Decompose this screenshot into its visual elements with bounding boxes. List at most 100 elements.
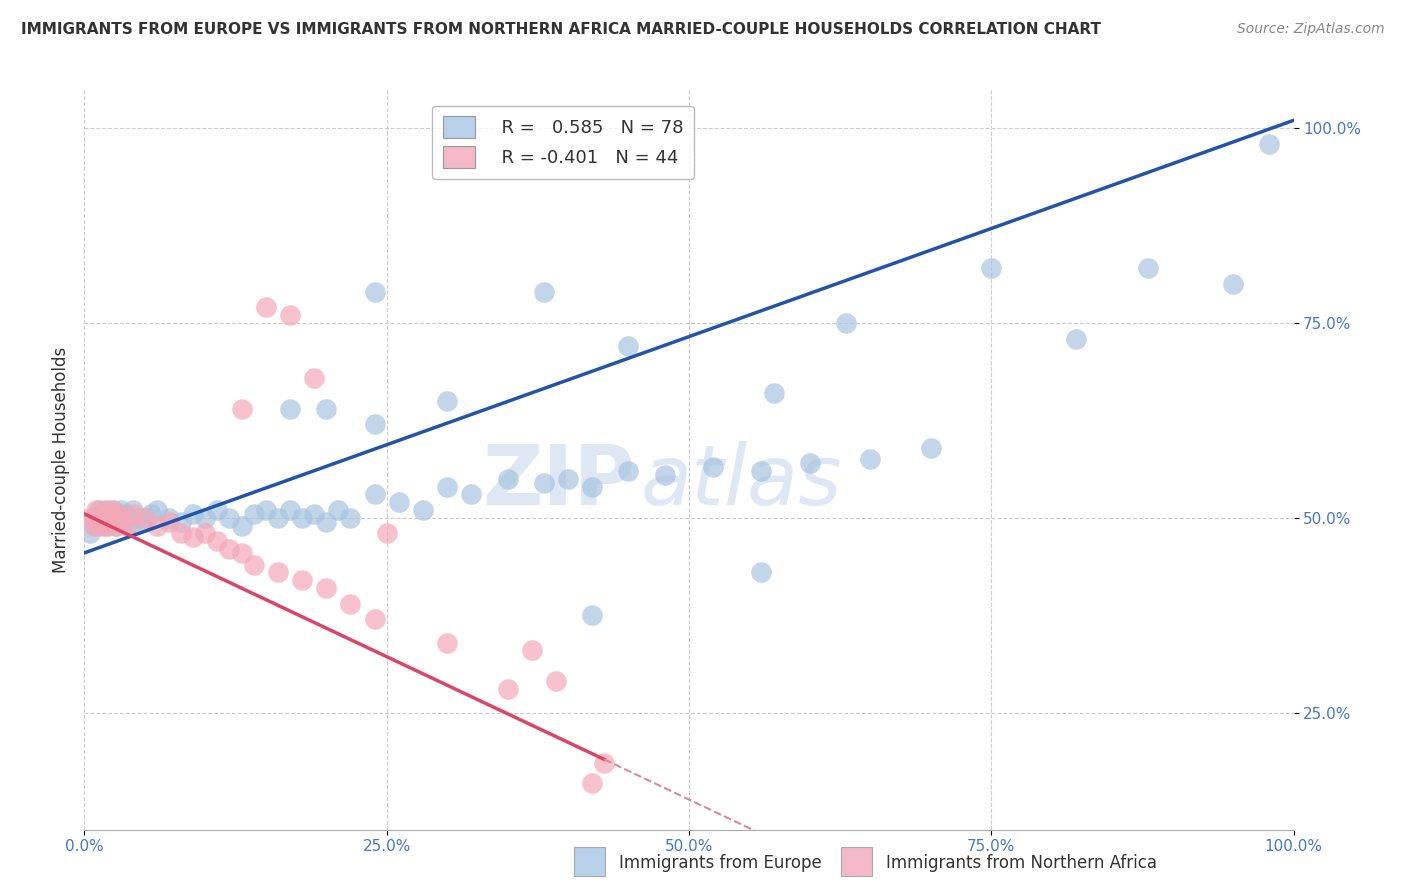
Point — [654, 467, 676, 482]
Text: Source: ZipAtlas.com: Source: ZipAtlas.com — [1237, 22, 1385, 37]
Point — [460, 487, 482, 501]
Point — [121, 503, 143, 517]
Point — [751, 464, 773, 478]
Point — [146, 518, 169, 533]
Point — [96, 518, 118, 533]
Point — [117, 511, 139, 525]
Point — [581, 480, 603, 494]
Point — [104, 518, 127, 533]
Point — [134, 515, 156, 529]
Point — [436, 393, 458, 408]
Point — [90, 507, 112, 521]
Point — [83, 511, 105, 525]
Point — [181, 530, 204, 544]
Point — [194, 526, 217, 541]
Point — [83, 518, 105, 533]
Point — [93, 515, 115, 529]
Point — [112, 515, 135, 529]
Text: atlas: atlas — [641, 441, 842, 522]
Point — [617, 464, 640, 478]
Point — [207, 503, 229, 517]
Point — [101, 515, 124, 529]
Point — [533, 285, 555, 299]
Point — [94, 511, 117, 525]
Point — [86, 518, 108, 533]
Point — [375, 526, 398, 541]
Point — [1064, 332, 1087, 346]
Point — [291, 511, 314, 525]
Point — [1137, 261, 1160, 276]
Point — [97, 515, 120, 529]
Point — [496, 682, 519, 697]
Point — [94, 503, 117, 517]
Point — [1258, 136, 1281, 151]
Point — [363, 417, 385, 432]
Point — [533, 475, 555, 490]
Point — [617, 339, 640, 353]
Point — [267, 511, 290, 525]
Point — [302, 507, 325, 521]
Point — [412, 503, 434, 517]
Y-axis label: Married-couple Households: Married-couple Households — [52, 346, 70, 573]
Point — [980, 261, 1002, 276]
Point — [751, 566, 773, 580]
Point — [315, 515, 337, 529]
Point — [100, 511, 122, 525]
Point — [278, 503, 301, 517]
Point — [94, 518, 117, 533]
Point — [91, 511, 114, 525]
Point — [107, 507, 129, 521]
Point — [194, 511, 217, 525]
Point — [110, 511, 132, 525]
Point — [363, 285, 385, 299]
Point — [128, 511, 150, 525]
Point — [520, 643, 543, 657]
Point — [436, 480, 458, 494]
Point — [254, 301, 277, 315]
Point — [103, 503, 125, 517]
Point — [328, 503, 350, 517]
Point — [702, 460, 724, 475]
Point — [315, 581, 337, 595]
Point — [114, 507, 136, 521]
Point — [557, 472, 579, 486]
Point — [278, 401, 301, 416]
Point — [121, 507, 143, 521]
Point — [87, 511, 110, 525]
Point — [98, 507, 121, 521]
Point — [581, 776, 603, 790]
Point — [207, 534, 229, 549]
Point — [97, 507, 120, 521]
Point — [139, 507, 162, 521]
Point — [79, 526, 101, 541]
Point — [89, 515, 111, 529]
Point — [104, 511, 127, 525]
Point — [134, 511, 156, 525]
Point — [181, 507, 204, 521]
Point — [170, 526, 193, 541]
Point — [859, 452, 882, 467]
Point — [115, 518, 138, 533]
Point — [254, 503, 277, 517]
Point — [105, 507, 128, 521]
Point — [363, 612, 385, 626]
Point — [87, 503, 110, 517]
Point — [388, 495, 411, 509]
Point — [339, 597, 361, 611]
Text: Immigrants from Northern Africa: Immigrants from Northern Africa — [886, 855, 1157, 872]
Point — [436, 635, 458, 649]
Point — [278, 308, 301, 322]
Point — [291, 573, 314, 587]
Point — [581, 608, 603, 623]
Point — [100, 511, 122, 525]
Point — [170, 515, 193, 529]
Point — [157, 515, 180, 529]
Point — [107, 511, 129, 525]
Point — [339, 511, 361, 525]
Point — [86, 503, 108, 517]
Point — [104, 518, 127, 533]
Point — [302, 370, 325, 384]
Point — [835, 316, 858, 330]
Point — [544, 674, 567, 689]
Point — [91, 507, 114, 521]
